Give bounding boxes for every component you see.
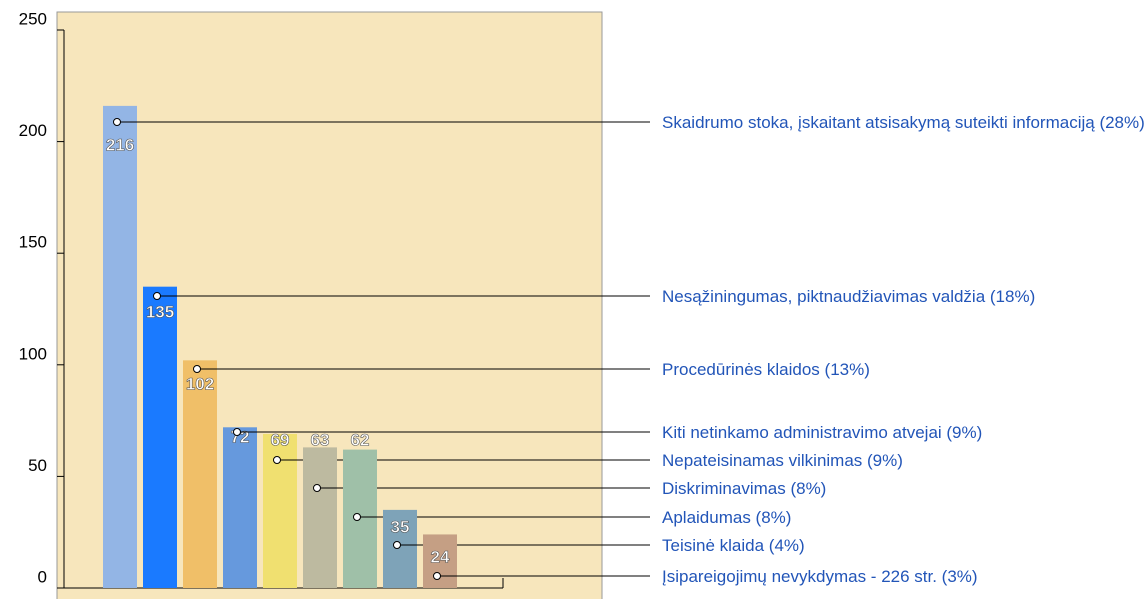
- value-label: 135: [146, 302, 174, 321]
- y-tick-label: 200: [19, 121, 47, 140]
- leader-dot: [433, 572, 441, 580]
- value-label: 62: [351, 430, 370, 449]
- leader-dot: [113, 118, 121, 126]
- value-label: 216: [106, 135, 134, 154]
- bar: [423, 534, 457, 588]
- bar: [303, 447, 337, 588]
- bar: [263, 433, 297, 588]
- leader-dot: [193, 365, 201, 373]
- value-label: 63: [311, 430, 330, 449]
- leader-dot: [273, 456, 281, 464]
- bar: [183, 360, 217, 588]
- value-label: 102: [186, 374, 214, 393]
- y-tick-label: 0: [38, 567, 47, 586]
- value-label: 69: [271, 430, 290, 449]
- category-label: Procedūrinės klaidos (13%): [662, 360, 870, 379]
- leader-dot: [153, 292, 161, 300]
- y-tick-label: 150: [19, 233, 47, 252]
- bar: [103, 105, 137, 588]
- category-label: Teisinė klaida (4%): [662, 536, 805, 555]
- category-label: Skaidrumo stoka, įskaitant atsisakymą su…: [662, 113, 1145, 132]
- category-label: Įsipareigojimų nevykdymas - 226 str. (3%…: [662, 567, 978, 586]
- y-tick-label: 50: [28, 456, 47, 475]
- category-label: Nepateisinamas vilkinimas (9%): [662, 451, 903, 470]
- leader-dot: [313, 484, 321, 492]
- y-tick-label: 250: [19, 9, 47, 28]
- y-tick-label: 100: [19, 344, 47, 363]
- value-label: 35: [391, 517, 410, 536]
- bar: [223, 427, 257, 588]
- category-label: Kiti netinkamo administravimo atvejai (9…: [662, 423, 983, 442]
- leader-dot: [393, 541, 401, 549]
- leader-dot: [353, 513, 361, 521]
- category-label: Diskriminavimas (8%): [662, 479, 827, 498]
- category-label: Aplaidumas (8%): [662, 508, 792, 527]
- bar: [143, 286, 177, 588]
- category-label: Nesąžiningumas, piktnaudžiavimas valdžia…: [662, 287, 1036, 306]
- value-label: 24: [431, 547, 450, 566]
- leader-dot: [233, 428, 241, 436]
- bar: [383, 509, 417, 588]
